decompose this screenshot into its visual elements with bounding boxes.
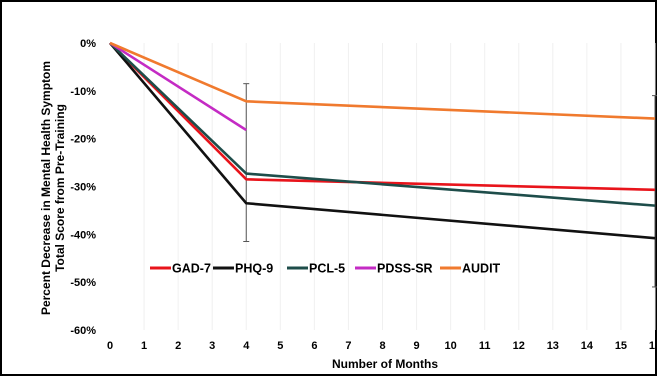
x-tick-label: 9 [414, 340, 420, 352]
y-axis-label-line: Percent Decrease in Mental Health Sympto… [39, 61, 53, 315]
x-tick-label: 3 [209, 340, 215, 352]
error-bars [243, 83, 657, 288]
x-tick-label: 15 [615, 340, 627, 352]
y-tick-label: -10% [70, 86, 96, 98]
x-tick-label: 12 [513, 340, 525, 352]
y-axis-ticks: 0% -10% -20% -30% -40% -50% -60% [70, 38, 96, 337]
x-tick-label: 11 [479, 340, 491, 352]
series-line-gad-7 [109, 42, 656, 192]
series-lines [109, 41, 656, 240]
x-tick-label: 2 [175, 340, 181, 352]
x-tick-label: 0 [107, 340, 113, 352]
legend-label: PHQ-9 [235, 262, 273, 276]
series-line-pdss-sr [109, 41, 247, 132]
series-line-audit [109, 41, 656, 120]
legend-label: PCL-5 [309, 262, 345, 276]
x-tick-label: 10 [445, 340, 457, 352]
x-axis-ticks: 012345678910111213141516 [107, 340, 657, 352]
x-tick-label: 13 [547, 340, 559, 352]
x-tick-label: 4 [243, 340, 250, 352]
legend: GAD-7 PHQ-9 PCL-5 PDSS-SR AUDIT [150, 262, 501, 276]
series-line-phq-9 [109, 42, 656, 240]
y-tick-label: -60% [70, 325, 96, 337]
x-axis-label: Number of Months [332, 357, 438, 371]
y-tick-label: -50% [70, 277, 96, 289]
x-tick-label: 6 [311, 340, 317, 352]
y-tick-label: -40% [70, 229, 96, 241]
y-tick-label: 0% [80, 38, 96, 50]
series-line-pcl-5 [109, 42, 656, 207]
y-tick-label: -20% [70, 134, 96, 146]
legend-label: AUDIT [462, 262, 501, 276]
x-tick-label: 14 [581, 340, 594, 352]
legend-label: GAD-7 [172, 262, 211, 276]
x-tick-label: 7 [345, 340, 351, 352]
x-tick-label: 16 [649, 340, 657, 352]
plot-area [109, 41, 657, 330]
legend-label: PDSS-SR [377, 262, 433, 276]
y-tick-label: -30% [70, 182, 96, 194]
y-axis-label: Percent Decrease in Mental Health Sympto… [39, 61, 67, 315]
x-tick-label: 5 [277, 340, 283, 352]
y-axis-label-line: Total Score from Pre-Training [53, 104, 67, 272]
x-tick-label: 8 [379, 340, 385, 352]
x-tick-label: 1 [141, 340, 147, 352]
